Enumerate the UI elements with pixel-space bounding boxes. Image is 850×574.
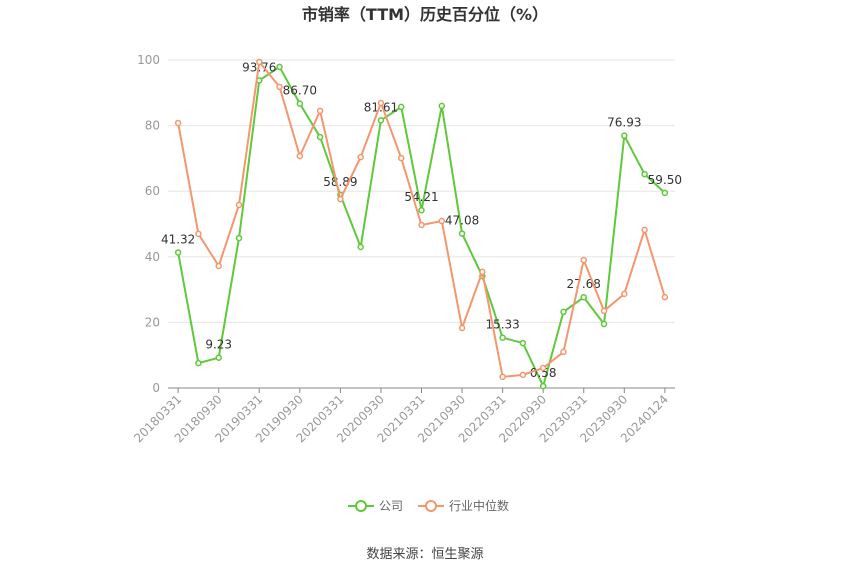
point [539, 364, 547, 372]
y-tick-label: 80 [145, 119, 160, 133]
point [316, 133, 324, 141]
point [377, 99, 385, 107]
data-label: 9.23 [205, 338, 232, 352]
point [641, 226, 648, 234]
point [438, 217, 446, 225]
point [499, 373, 506, 381]
point [600, 307, 608, 315]
chart-title: 市销率（TTM）历史百分位（%） [302, 5, 548, 24]
point [235, 234, 243, 242]
data-label: 86.70 [283, 84, 317, 98]
point [519, 371, 527, 379]
data-label: 41.32 [161, 232, 195, 246]
point [580, 293, 587, 301]
point [479, 268, 486, 276]
data-label: 58.89 [323, 175, 357, 189]
data-label: 81.61 [364, 100, 398, 114]
point [296, 100, 304, 107]
point [621, 132, 628, 139]
point [458, 324, 466, 332]
point [458, 230, 466, 237]
series-line [177, 59, 666, 378]
point [580, 256, 587, 264]
legend-label: 行业中位数 [449, 498, 509, 513]
data-label: 59.50 [648, 173, 682, 187]
point [397, 154, 405, 162]
point [256, 58, 263, 66]
point [661, 293, 669, 301]
y-tick-label: 100 [137, 53, 160, 67]
point [499, 334, 506, 341]
point [174, 249, 182, 256]
y-tick-label: 40 [145, 250, 160, 264]
point [174, 119, 182, 127]
point [438, 102, 446, 110]
point [661, 189, 669, 197]
point [316, 107, 324, 115]
point [296, 152, 304, 160]
y-tick-label: 20 [145, 315, 160, 329]
point [235, 201, 243, 209]
point [377, 117, 385, 124]
point [215, 354, 222, 361]
data-label: 54.21 [404, 190, 438, 204]
point [276, 83, 283, 91]
point [215, 262, 222, 270]
point [418, 206, 425, 214]
point [418, 221, 425, 229]
point [195, 230, 202, 238]
point [539, 382, 547, 390]
y-tick-label: 60 [145, 184, 160, 198]
source: 数据来源：恒生聚源 [366, 547, 483, 562]
point [600, 320, 608, 328]
point [195, 359, 202, 367]
legend-label: 公司 [379, 499, 403, 513]
point [357, 243, 364, 251]
y-tick-label: 0 [152, 381, 160, 395]
legend-marker [355, 500, 367, 512]
point [560, 308, 567, 316]
point [621, 290, 628, 298]
point [397, 103, 405, 111]
point [357, 153, 364, 161]
data-label: 47.08 [445, 214, 479, 228]
data-label: 76.93 [607, 116, 641, 130]
point [337, 195, 344, 203]
point [641, 170, 648, 178]
point [519, 339, 527, 347]
point [560, 348, 567, 356]
point [276, 63, 283, 71]
legend-marker [425, 500, 437, 512]
